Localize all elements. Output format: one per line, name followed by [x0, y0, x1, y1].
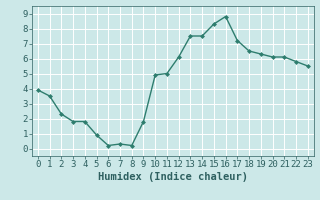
X-axis label: Humidex (Indice chaleur): Humidex (Indice chaleur) — [98, 172, 248, 182]
